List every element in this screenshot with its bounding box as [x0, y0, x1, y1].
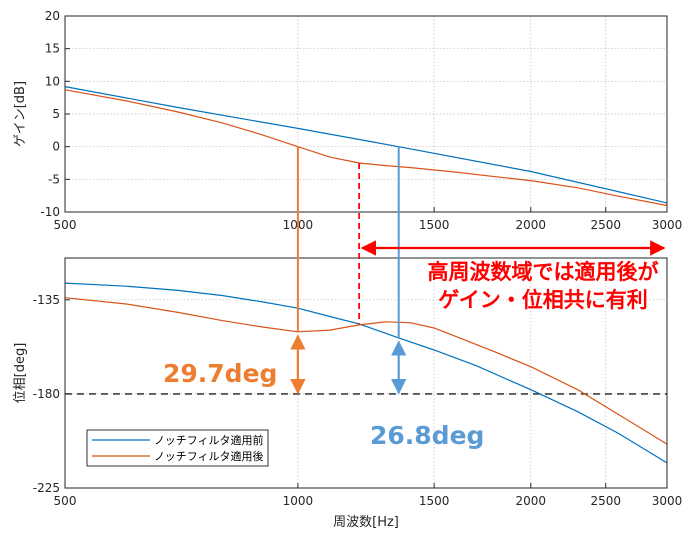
phase-margin-after-label: 29.7deg	[163, 359, 277, 388]
legend-label-before: ノッチフィルタ適用前	[154, 433, 264, 447]
legend-box	[86, 429, 269, 467]
phase-x-axis-label: 周波数[Hz]	[333, 515, 399, 530]
phase-margin-before-label: 26.8deg	[370, 421, 484, 450]
gain-x-tick-label: 500	[54, 218, 77, 232]
annotation-message-line1: 高周波数域では適用後が	[428, 260, 659, 284]
gain-series-after	[64, 89, 668, 207]
legend: ノッチフィルタ適用前 ノッチフィルタ適用後	[86, 429, 269, 467]
gain-x-tick-label: 3000	[652, 218, 683, 232]
phase-x-tick-label: 2000	[515, 494, 546, 508]
phase-x-tick-label: 3000	[652, 494, 683, 508]
phase-y-tick-label: -135	[33, 293, 60, 307]
gain-y-axis-label: ゲイン[dB]	[13, 81, 28, 147]
phase-x-tick-label: 1500	[419, 494, 450, 508]
phase-series-after	[64, 297, 668, 445]
gain-y-tick-label: 5	[52, 107, 60, 121]
gain-y-tick-label: -5	[48, 172, 60, 186]
gain-y-tick-label: 10	[45, 74, 60, 88]
phase-y-axis-label: 位相[deg]	[13, 343, 28, 404]
annotation-message-line2: ゲイン・位相共に有利	[438, 288, 648, 312]
gain-plot: 5001000150020002500300020151050-5-10ゲイン[…	[13, 9, 682, 232]
phase-y-tick-label: -180	[33, 387, 60, 401]
phase-x-tick-label: 500	[54, 494, 77, 508]
phase-series-before	[64, 282, 668, 464]
phase-x-tick-label: 2500	[590, 494, 621, 508]
gain-series-before	[64, 86, 668, 204]
gain-y-tick-label: 0	[52, 140, 60, 154]
gain-x-tick-label: 1500	[419, 218, 450, 232]
phase-y-tick-label: -225	[33, 481, 60, 495]
gain-axes-frame	[64, 15, 668, 213]
gain-x-tick-label: 2500	[590, 218, 621, 232]
gain-y-tick-label: -10	[40, 205, 60, 219]
phase-x-tick-label: 1000	[283, 494, 314, 508]
legend-label-after: ノッチフィルタ適用後	[154, 449, 264, 463]
gain-y-tick-label: 15	[45, 42, 60, 56]
gain-x-tick-label: 2000	[515, 218, 546, 232]
phase-axes-frame	[64, 257, 668, 489]
gain-y-tick-label: 20	[45, 9, 60, 23]
